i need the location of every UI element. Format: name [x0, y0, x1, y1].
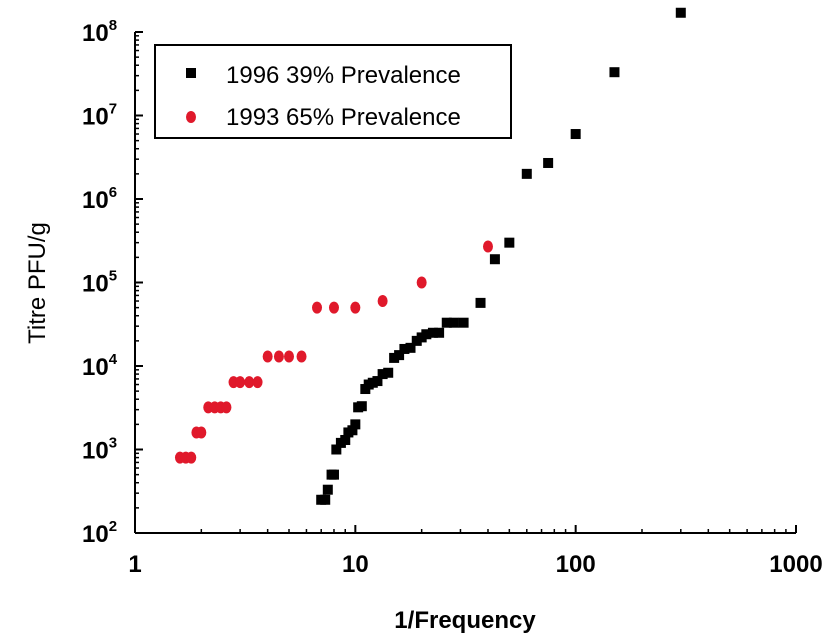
y-tick-label: 106: [82, 184, 117, 214]
x-axis-ticks: 1 10 100 1000: [128, 525, 823, 578]
y-axis-title: Titre PFU/g: [24, 222, 51, 344]
point-series-0: [331, 444, 342, 455]
point-series-1: [482, 240, 493, 253]
x-tick-label: 10: [342, 551, 369, 578]
point-series-1: [377, 295, 388, 308]
point-series-0: [399, 343, 410, 354]
point-series-0: [320, 494, 331, 505]
legend-label-1993: 1993 65% Prevalence: [226, 104, 461, 131]
point-series-0: [377, 369, 388, 380]
y-tick-label: 102: [82, 518, 117, 548]
point-series-0: [328, 469, 339, 480]
legend: 1996 39% Prevalence 1993 65% Prevalence: [154, 44, 512, 139]
point-series-1: [221, 401, 232, 414]
point-series-1: [284, 350, 295, 363]
point-series-0: [570, 129, 581, 140]
point-series-0: [609, 67, 620, 78]
point-series-0: [394, 350, 405, 361]
x-tick-label: 1: [128, 551, 141, 578]
point-series-0: [405, 342, 416, 353]
y-tick-label: 107: [82, 101, 117, 131]
point-series-1: [186, 451, 197, 464]
point-series-1: [273, 350, 284, 363]
point-series-0: [489, 254, 500, 265]
x-axis-title: 1/Frequency: [394, 607, 536, 634]
point-series-1: [296, 350, 307, 363]
legend-marker-1996: [186, 68, 196, 78]
point-series-1: [235, 376, 246, 389]
y-tick-label: 108: [82, 17, 117, 47]
point-series-0: [340, 434, 351, 445]
point-series-0: [448, 317, 459, 328]
point-series-0: [458, 317, 469, 328]
point-series-0: [372, 376, 383, 387]
point-series-0: [504, 237, 515, 248]
y-tick-label: 103: [82, 435, 117, 465]
point-series-0: [543, 157, 554, 168]
point-series-0: [434, 327, 445, 338]
point-series-0: [322, 484, 333, 495]
y-tick-label: 105: [82, 268, 117, 298]
point-series-0: [675, 7, 686, 18]
point-series-0: [521, 168, 532, 179]
point-series-0: [350, 419, 361, 430]
point-series-1: [312, 301, 323, 314]
point-series-1: [328, 301, 339, 314]
point-series-1: [196, 426, 207, 439]
legend-label-1996: 1996 39% Prevalence: [226, 62, 461, 89]
legend-marker-1993: [186, 111, 196, 123]
point-series-0: [441, 317, 452, 328]
point-series-0: [421, 329, 432, 340]
point-series-1: [262, 350, 273, 363]
data-points: [174, 7, 686, 505]
point-series-0: [475, 297, 486, 308]
point-series-0: [356, 401, 367, 412]
x-tick-label: 100: [556, 551, 596, 578]
point-series-1: [416, 276, 427, 289]
point-series-0: [383, 367, 394, 378]
point-series-1: [252, 376, 263, 389]
x-tick-label: 1000: [769, 551, 822, 578]
point-series-0: [427, 327, 438, 338]
y-tick-label: 104: [82, 351, 118, 381]
point-series-1: [244, 376, 255, 389]
legend-box: [154, 44, 512, 139]
y-axis-ticks: 102 103 104 105 106 107 108: [82, 17, 143, 548]
point-series-1: [350, 301, 361, 314]
point-series-0: [347, 425, 358, 436]
